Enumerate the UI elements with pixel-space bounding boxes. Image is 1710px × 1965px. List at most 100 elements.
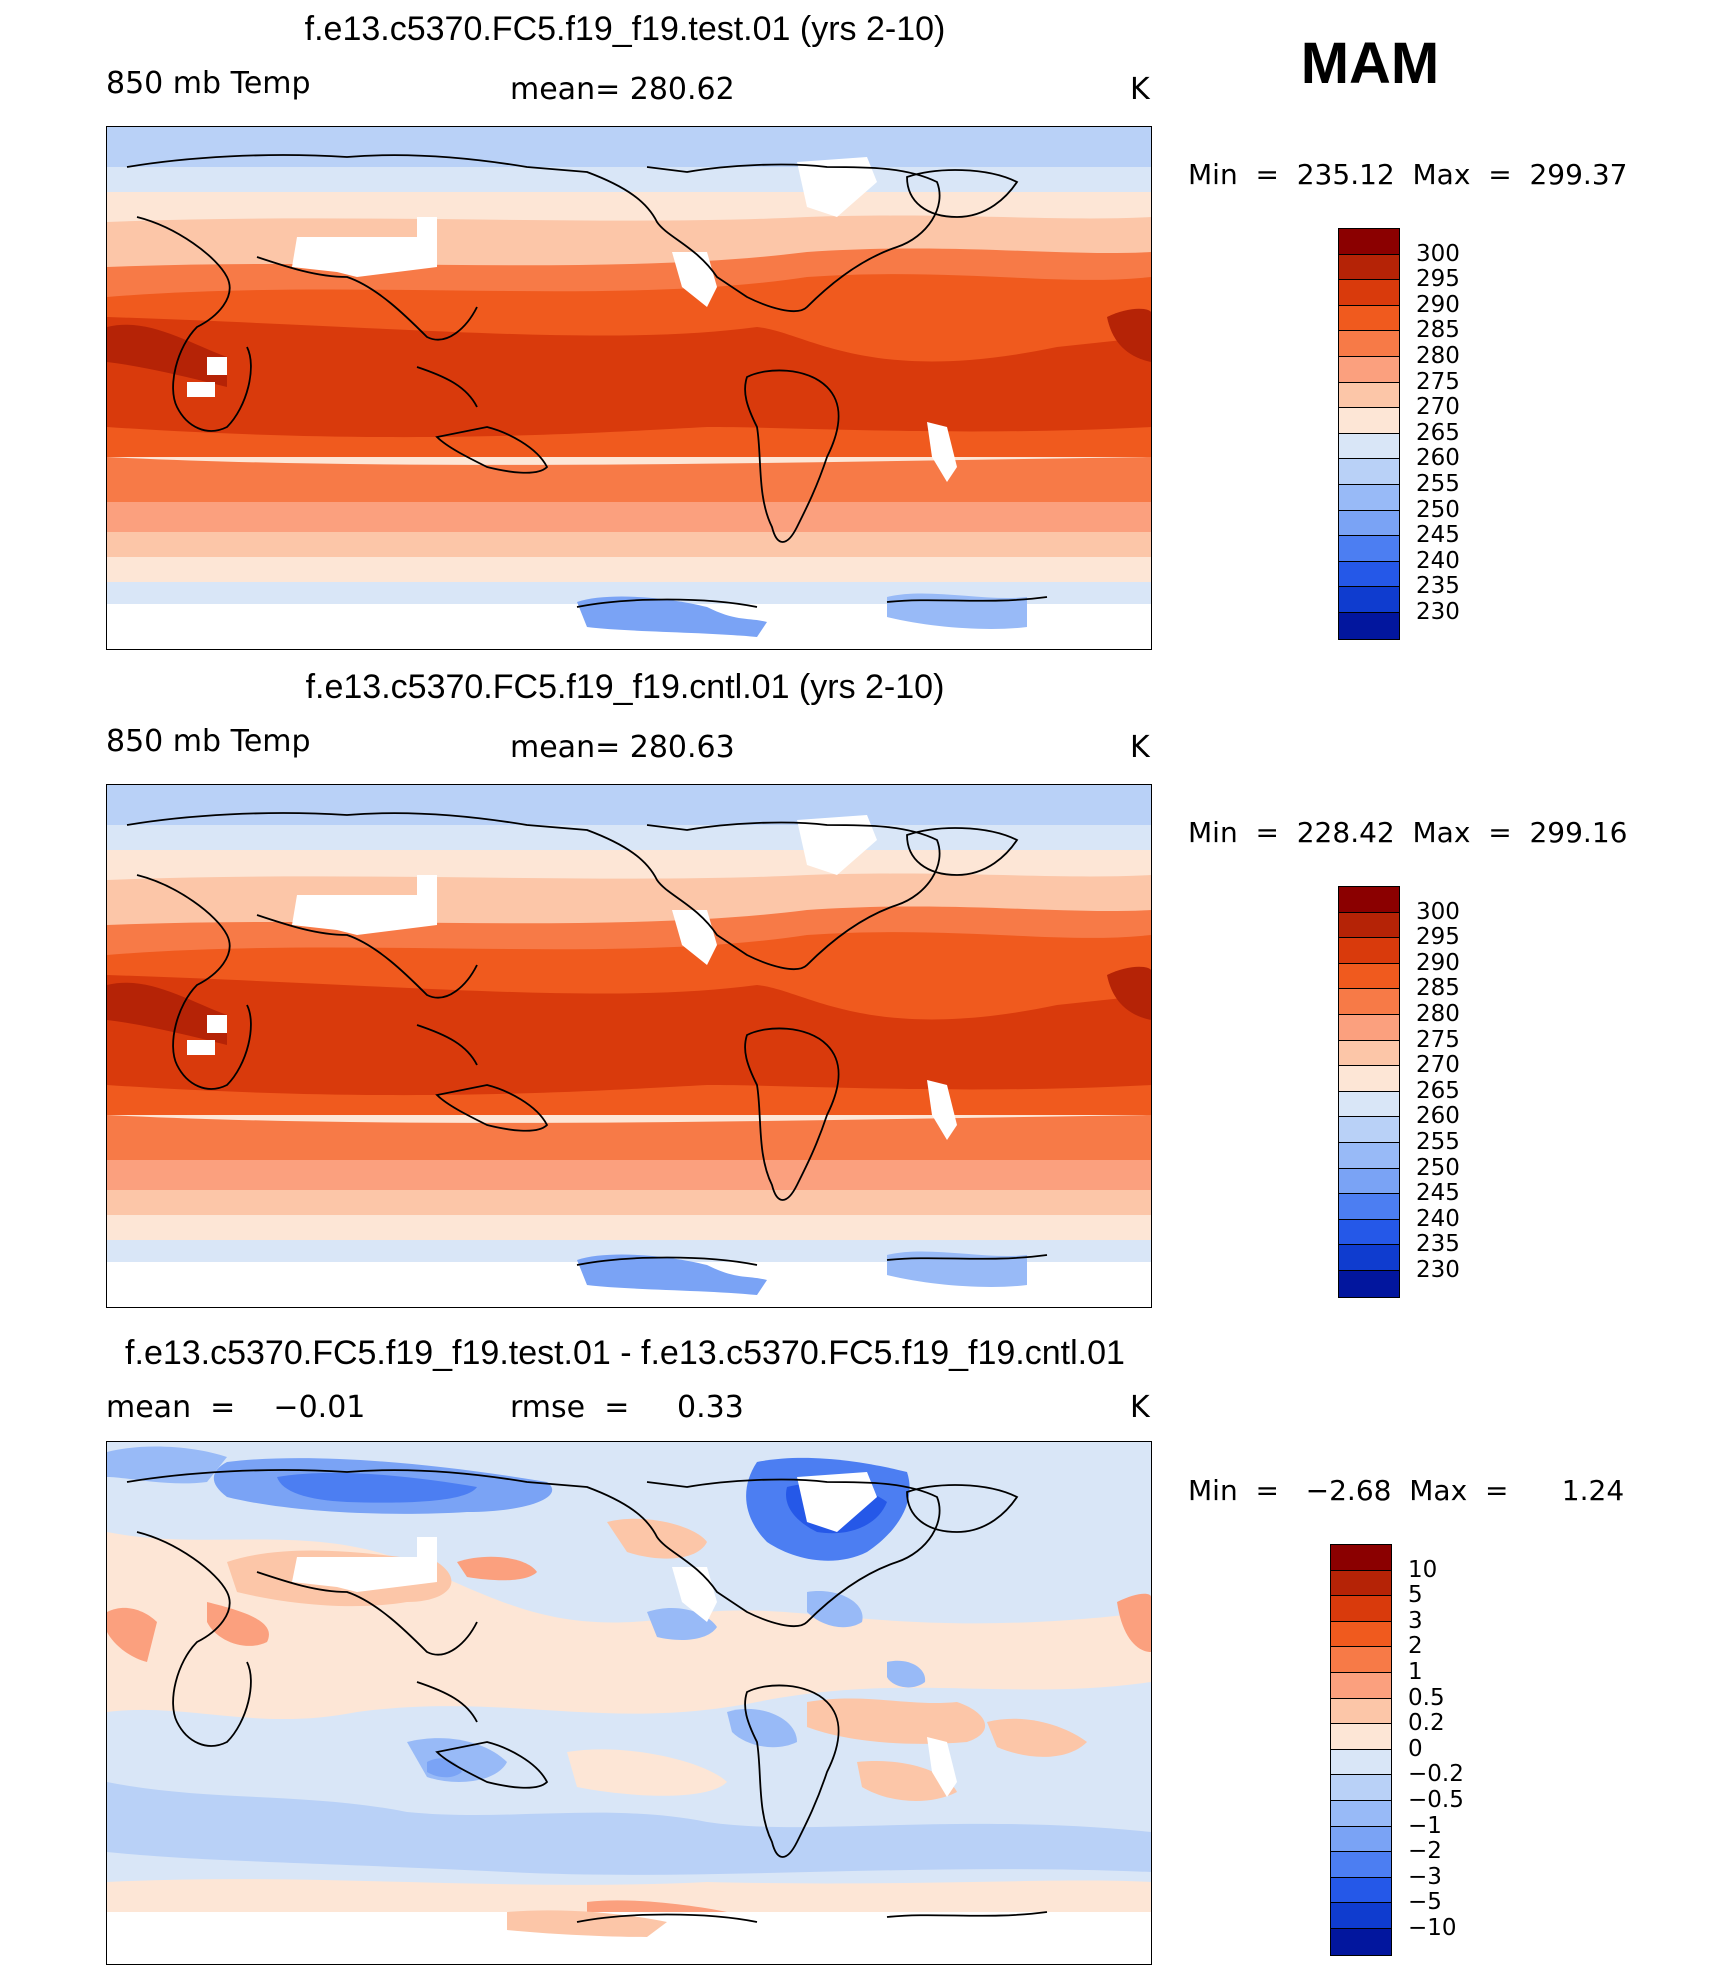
- panel-3-colorbar-swatch: [1331, 1826, 1391, 1853]
- panel-1-minmax: Min = 235.12 Max = 299.37: [1188, 158, 1628, 191]
- panel-2-title: f.e13.c5370.FC5.f19_f19.cntl.01 (yrs 2-1…: [305, 668, 945, 706]
- panel-2-colorbar-label: 285: [1416, 975, 1460, 1002]
- panel-3-colorbar-label: 0.5: [1408, 1684, 1445, 1711]
- panel-1-colorbar-label: 265: [1416, 419, 1460, 446]
- panel-1-colorbar-label: 235: [1416, 573, 1460, 600]
- panel-1-colorbar-swatches: [1338, 228, 1400, 640]
- panel-1-map: [106, 126, 1152, 650]
- panel-3-mean-label: mean = −0.01: [106, 1390, 366, 1425]
- panel-3-colorbar-label: −3: [1408, 1863, 1442, 1890]
- panel-2-map-graphic: [107, 785, 1151, 1307]
- panel-1-colorbar-label: 285: [1416, 317, 1460, 344]
- panel-2-colorbar-label: 265: [1416, 1077, 1460, 1104]
- panel-1-colorbar-label: 255: [1416, 471, 1460, 497]
- panel-1-colorbar-swatch: [1339, 433, 1399, 460]
- panel-1-colorbar-swatch: [1339, 459, 1399, 485]
- panel-1-colorbar-label: 230: [1416, 599, 1460, 625]
- panel-1-colorbar-swatch: [1339, 356, 1399, 383]
- panel-1-colorbar-label: 245: [1416, 522, 1460, 549]
- panel-1-colorbar-swatch: [1339, 331, 1399, 357]
- panel-1-colorbar-swatch: [1339, 382, 1399, 409]
- panel-3-colorbar-label: 10: [1408, 1556, 1438, 1583]
- panel-1-colorbar-swatch: [1339, 280, 1399, 306]
- panel-1-colorbar-label: 275: [1416, 368, 1460, 395]
- panel-2-colorbar-swatch: [1339, 1245, 1399, 1271]
- panel-3-colorbar-label: −5: [1408, 1889, 1442, 1916]
- panel-1-colorbar-swatch: [1339, 510, 1399, 537]
- panel-2-colorbar-swatch: [1339, 1040, 1399, 1067]
- panel-3-colorbar-swatch: [1331, 1903, 1391, 1929]
- panel-3-colorbar-swatch: [1331, 1724, 1391, 1750]
- panel-2-colorbar-label: 260: [1416, 1103, 1460, 1130]
- panel-3-colorbar-label: 0.2: [1408, 1710, 1445, 1737]
- panel-3-colorbar-label: −2: [1408, 1838, 1442, 1865]
- panel-3-colorbar-label: −1: [1408, 1812, 1442, 1839]
- panel-3-colorbar-swatch: [1331, 1596, 1391, 1622]
- panel-2-map: [106, 784, 1152, 1308]
- panel-3-rmse-label: rmse = 0.33: [510, 1390, 744, 1425]
- panel-3-colorbar-swatches: [1330, 1544, 1392, 1956]
- panel-1-colorbar-label: 270: [1416, 394, 1460, 421]
- panel-2-mean-label: mean= 280.63: [510, 730, 735, 765]
- panel-1-colorbar-label: 280: [1416, 343, 1460, 369]
- panel-1-colorbar-label: 250: [1416, 496, 1460, 523]
- panel-2-colorbar-label: 230: [1416, 1257, 1460, 1283]
- panel-3-colorbar-swatch: [1331, 1621, 1391, 1648]
- panel-1-colorbar-swatch: [1339, 561, 1399, 588]
- panel-1-colorbar-swatch: [1339, 305, 1399, 332]
- panel-3-colorbar-swatch: [1331, 1749, 1391, 1776]
- panel-2-colorbar-label: 250: [1416, 1154, 1460, 1181]
- panel-2-colorbar-label: 280: [1416, 1001, 1460, 1027]
- panel-3-title: f.e13.c5370.FC5.f19_f19.test.01 - f.e13.…: [125, 1334, 1125, 1372]
- panel-1-variable-label: 850 mb Temp: [106, 66, 311, 101]
- panel-3-colorbar-swatch: [1331, 1698, 1391, 1725]
- panel-3-colorbar-swatch: [1331, 1672, 1391, 1699]
- season-label: MAM: [1300, 31, 1440, 96]
- panel-2-colorbar-swatch: [1339, 989, 1399, 1015]
- panel-2-colorbar-swatch: [1339, 912, 1399, 939]
- panel-1-colorbar-swatch: [1339, 408, 1399, 434]
- panel-1-unit: K: [1130, 72, 1150, 107]
- panel-2-colorbar-label: 255: [1416, 1129, 1460, 1155]
- panel-1-colorbar-label: 240: [1416, 547, 1460, 574]
- panel-2-colorbar-swatch: [1339, 1117, 1399, 1143]
- panel-2-variable-label: 850 mb Temp: [106, 724, 311, 759]
- panel-3-map: [106, 1441, 1152, 1965]
- panel-3-colorbar-label: 5: [1408, 1582, 1423, 1609]
- panel-1-colorbar-label: 260: [1416, 445, 1460, 472]
- panel-3-colorbar-swatch: [1331, 1800, 1391, 1827]
- panel-1-colorbar-swatch: [1339, 229, 1399, 255]
- panel-1-colorbar-swatch: [1339, 536, 1399, 562]
- panel-3-colorbar-swatch: [1331, 1928, 1391, 1955]
- panel-1-colorbar-swatch: [1339, 484, 1399, 511]
- panel-3-colorbar-label: 2: [1408, 1633, 1423, 1660]
- panel-2-colorbar-label: 235: [1416, 1231, 1460, 1258]
- panel-1-colorbar-swatch: [1339, 612, 1399, 639]
- panel-3-colorbar-swatch: [1331, 1570, 1391, 1597]
- panel-1-colorbar-swatch: [1339, 254, 1399, 281]
- panel-3-colorbar-label: 1: [1408, 1659, 1423, 1685]
- panel-2-colorbar-label: 275: [1416, 1026, 1460, 1053]
- panel-1-colorbar-label: 300: [1416, 240, 1460, 267]
- panel-3-colorbar-label: −0.5: [1408, 1787, 1464, 1813]
- panel-2-colorbar-swatch: [1339, 1168, 1399, 1195]
- panel-3-minmax: Min = −2.68 Max = 1.24: [1188, 1474, 1625, 1507]
- panel-1-colorbar-swatch: [1339, 587, 1399, 613]
- panel-2-colorbar-swatch: [1339, 1219, 1399, 1246]
- panel-2-colorbar-swatch: [1339, 1014, 1399, 1041]
- panel-1-map-graphic: [107, 127, 1151, 649]
- panel-3-colorbar-swatch: [1331, 1647, 1391, 1673]
- panel-2-colorbar-swatch: [1339, 1194, 1399, 1220]
- panel-3-colorbar-label: 0: [1408, 1735, 1423, 1762]
- panel-2-colorbar-swatch: [1339, 938, 1399, 964]
- panel-2-colorbar-label: 270: [1416, 1052, 1460, 1079]
- panel-1-colorbar-label: 290: [1416, 291, 1460, 318]
- panel-2-colorbar-swatch: [1339, 1066, 1399, 1092]
- panel-3-colorbar-swatch: [1331, 1775, 1391, 1801]
- panel-2-colorbar-label: 240: [1416, 1205, 1460, 1232]
- panel-1-title: f.e13.c5370.FC5.f19_f19.test.01 (yrs 2-1…: [304, 10, 946, 48]
- panel-2-colorbar-label: 300: [1416, 898, 1460, 925]
- panel-2-colorbar-label: 295: [1416, 924, 1460, 951]
- panel-3-colorbar-label: −0.2: [1408, 1761, 1464, 1788]
- panel-3-colorbar-swatch: [1331, 1877, 1391, 1904]
